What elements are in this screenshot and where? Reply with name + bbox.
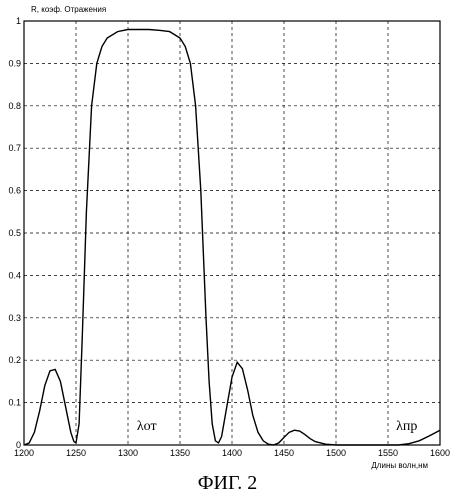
y-tick-label: 0.9 bbox=[8, 58, 21, 68]
y-tick-label: 0.1 bbox=[8, 398, 21, 408]
x-tick-label: 1350 bbox=[170, 448, 190, 458]
figure-caption: ФИГ. 2 bbox=[0, 472, 455, 495]
y-tick-label: 0.4 bbox=[8, 270, 21, 280]
x-tick-label: 1450 bbox=[274, 448, 294, 458]
y-tick-label: 0.6 bbox=[8, 186, 21, 196]
reflection-chart: R, коэф. Отражения 120012501300135014001… bbox=[0, 0, 455, 470]
y-tick-label: 0 bbox=[16, 440, 21, 450]
x-tick-labels: 120012501300135014001450150015501600 bbox=[14, 448, 450, 458]
y-tick-labels: 0 0.1 0.2 0.3 0.4 0.5 0.6 0.7 0.8 0.9 1 bbox=[8, 16, 21, 450]
x-tick-label: 1300 bbox=[118, 448, 138, 458]
y-tick-label: 0.2 bbox=[8, 355, 21, 365]
y-tick-label: 0.3 bbox=[8, 313, 21, 323]
y-axis-label: R, коэф. Отражения bbox=[31, 5, 106, 14]
annotation-lambda-ot: λот bbox=[137, 419, 157, 434]
annotation-lambda-pr: λпр bbox=[396, 419, 417, 434]
x-tick-label: 1400 bbox=[222, 448, 242, 458]
y-tick-label: 1 bbox=[16, 16, 21, 26]
x-tick-label: 1550 bbox=[378, 448, 398, 458]
x-axis-label: Длины волн,нм bbox=[371, 461, 428, 470]
x-tick-label: 1250 bbox=[66, 448, 86, 458]
x-tick-label: 1600 bbox=[430, 448, 450, 458]
y-tick-label: 0.8 bbox=[8, 101, 21, 111]
y-tick-label: 0.5 bbox=[8, 228, 21, 238]
y-tick-label: 0.7 bbox=[8, 143, 21, 153]
x-tick-label: 1500 bbox=[326, 448, 346, 458]
